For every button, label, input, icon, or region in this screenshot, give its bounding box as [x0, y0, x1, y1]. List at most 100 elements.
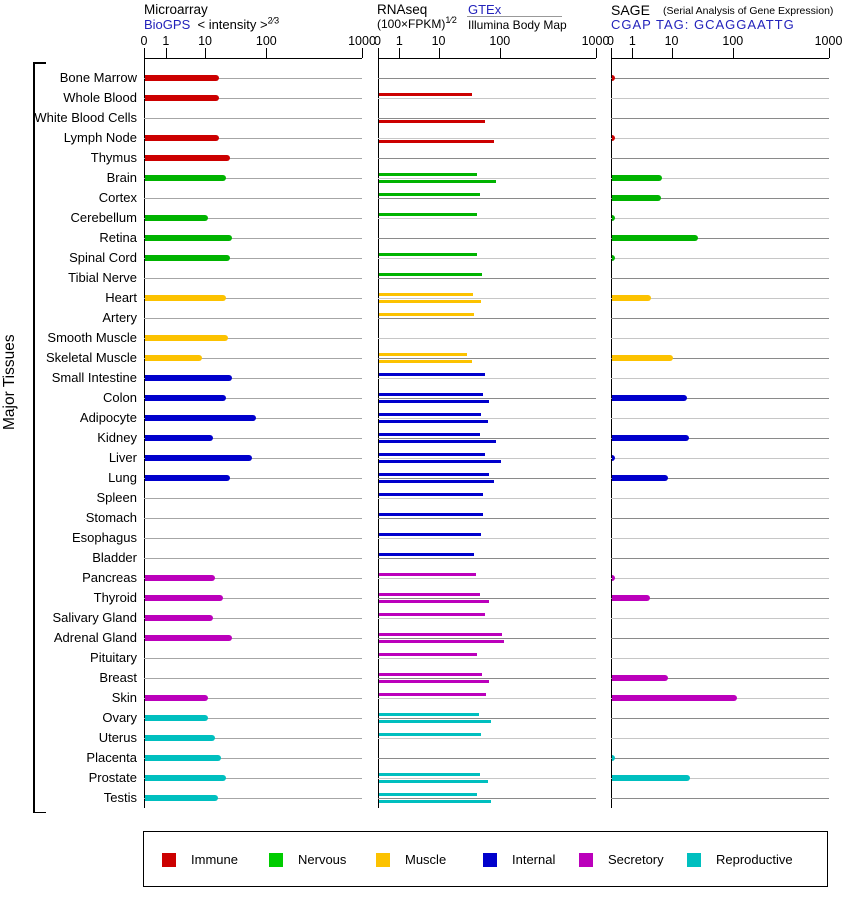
- gridline: [144, 158, 362, 159]
- gridline: [377, 718, 596, 719]
- cgap-tag-link[interactable]: CGAP TAG: GCAGGAATTG: [611, 17, 795, 32]
- gridline: [610, 318, 829, 319]
- gridline: [144, 98, 362, 99]
- gridline: [144, 678, 362, 679]
- gridline: [610, 518, 829, 519]
- gridline: [144, 278, 362, 279]
- legend-label-muscle: Muscle: [405, 852, 447, 867]
- axis-tick-label: 0: [140, 34, 148, 48]
- rnaseq-gtex-bar-skeletal-muscle: [378, 353, 467, 356]
- rnaseq-illumina-bar-ovary: [378, 720, 491, 723]
- gridline: [610, 278, 829, 279]
- rnaseq-gtex-bar-tibial-nerve: [378, 273, 483, 276]
- axis-line: [144, 58, 145, 808]
- gridline: [377, 298, 596, 299]
- gridline: [610, 158, 829, 159]
- gridline: [610, 358, 829, 359]
- rnaseq-gtex-bar-pancreas: [378, 573, 476, 576]
- gridline: [144, 218, 362, 219]
- gridline: [144, 718, 362, 719]
- gridline: [144, 458, 362, 459]
- gridline: [610, 178, 829, 179]
- microarray-bar-pancreas: [145, 575, 215, 581]
- gridline: [610, 238, 829, 239]
- tissue-label-colon: Colon: [103, 390, 137, 405]
- gridline: [144, 578, 362, 579]
- tissue-bracket: [33, 62, 35, 813]
- rnaseq-illumina-bar-adipocyte: [378, 420, 488, 423]
- gridline: [144, 478, 362, 479]
- illumina-label: Illumina Body Map: [468, 18, 567, 32]
- rnaseq-illumina-bar-colon: [378, 400, 489, 403]
- axis-tick: [499, 48, 501, 58]
- tissue-label-heart: Heart: [105, 290, 137, 305]
- rnaseq-gtex-bar-spinal-cord: [378, 253, 477, 256]
- rnaseq-gtex-bar-spleen: [378, 493, 484, 496]
- gridline: [377, 678, 596, 679]
- rnaseq-gtex-bar-liver: [378, 453, 486, 456]
- axis-tick-label: 10: [431, 34, 446, 48]
- axis-baseline: [610, 58, 829, 59]
- gridline: [377, 438, 596, 439]
- rnaseq-illumina-bar-testis: [378, 800, 491, 803]
- gridline: [610, 658, 829, 659]
- gtex-underline: [467, 15, 562, 17]
- tissue-label-adipocyte: Adipocyte: [79, 410, 137, 425]
- tissue-label-skeletal-muscle: Skeletal Muscle: [45, 350, 137, 365]
- tissue-label-cerebellum: Cerebellum: [70, 210, 137, 225]
- gridline: [144, 258, 362, 259]
- tissue-label-column: Bone Marrow Whole Blood White Blood Cells L…: [34, 68, 137, 808]
- rnaseq-illumina-bar-kidney: [378, 440, 497, 443]
- gridline: [610, 438, 829, 439]
- sage-title: SAGE: [611, 2, 650, 18]
- axis-tick: [671, 48, 673, 58]
- axis-baseline: [144, 58, 362, 59]
- sage-bar-spinal-cord: [611, 255, 615, 261]
- gridline: [377, 238, 596, 239]
- tissue-bracket-bottom-cap: [33, 811, 46, 813]
- axis-tick: [399, 48, 401, 58]
- legend-swatch-nervous: [269, 853, 283, 867]
- sage-bar-retina: [611, 235, 698, 241]
- rnaseq-gtex-bar-artery: [378, 313, 475, 316]
- gridline: [377, 118, 596, 119]
- sage-bar-thyroid: [611, 595, 650, 601]
- gridline: [144, 598, 362, 599]
- gridline: [144, 398, 362, 399]
- gridline: [610, 578, 829, 579]
- microarray-bar-adrenal-gland: [145, 635, 233, 641]
- fpkm-subtitle: (100×FPKM)1⁄2: [377, 15, 457, 32]
- rnaseq-illumina-bar-breast: [378, 680, 489, 683]
- sage-bar-skin: [611, 695, 737, 701]
- tissue-label-small-intestine: Small Intestine: [51, 370, 137, 385]
- axis-tick-label: 1: [395, 34, 403, 48]
- microarray-bar-salivary-gland: [145, 615, 213, 621]
- sage-bar-kidney: [611, 435, 689, 441]
- biogps-link[interactable]: BioGPS: [144, 17, 191, 32]
- gridline: [377, 538, 596, 539]
- axis-tick-label: 10: [198, 34, 212, 48]
- axis-line: [377, 58, 379, 808]
- axis-tick: [632, 48, 634, 58]
- intensity-exponent: 2⁄3: [267, 15, 280, 26]
- gridline: [144, 118, 362, 119]
- rnaseq-gtex-bar-thyroid: [378, 593, 480, 596]
- sage-bar-lymph-node: [611, 135, 615, 141]
- rnaseq-illumina-bar-liver: [378, 460, 501, 463]
- microarray-subtitle: BioGPS < intensity >2⁄3: [144, 15, 280, 32]
- rnaseq-gtex-bar-adipocyte: [378, 413, 481, 416]
- microarray-bar-liver: [145, 455, 252, 461]
- axis-baseline: [377, 58, 596, 59]
- gtex-link[interactable]: GTEx: [468, 2, 502, 17]
- microarray-bar-kidney: [145, 435, 213, 441]
- tissue-label-salivary-gland: Salivary Gland: [52, 610, 137, 625]
- microarray-bar-testis: [145, 795, 219, 801]
- gridline: [377, 198, 596, 199]
- tissue-label-breast: Breast: [99, 670, 137, 685]
- tissue-label-ovary: Ovary: [102, 710, 137, 725]
- gridline: [144, 778, 362, 779]
- legend-swatch-secretory: [579, 853, 593, 867]
- fpkm-exponent: 1⁄2: [445, 15, 457, 25]
- rnaseq-gtex-bar-pituitary: [378, 653, 477, 656]
- tissue-bracket-top-cap: [33, 62, 46, 64]
